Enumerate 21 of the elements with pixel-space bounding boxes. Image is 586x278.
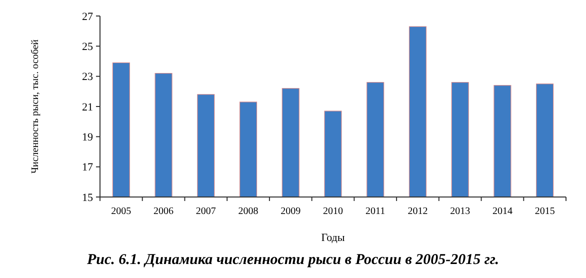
x-tick-label: 2014 (492, 206, 512, 217)
x-tick-label: 2013 (450, 206, 470, 217)
x-tick-label: 2011 (366, 206, 386, 217)
x-tick-label: 2010 (323, 206, 343, 217)
y-tick-label: 19 (82, 132, 94, 144)
x-tick-label: 2015 (534, 206, 555, 217)
y-tick-label: 25 (82, 41, 94, 54)
y-tick-label: 21 (82, 101, 93, 114)
x-tick-label: 2012 (408, 206, 428, 217)
x-axis-title: Годы (321, 232, 346, 244)
y-tick-label: 15 (82, 192, 94, 204)
x-tick-label: 2009 (280, 206, 301, 217)
x-tick-label: 2007 (196, 206, 216, 217)
y-tick-label: 23 (82, 71, 94, 84)
y-tick-label: 27 (82, 10, 94, 23)
y-tick-label: 17 (82, 162, 94, 174)
x-tick-label: 2006 (154, 206, 174, 217)
x-tick-label: 2005 (111, 206, 132, 217)
x-tick-label: 2008 (238, 206, 258, 217)
y-axis-title: Численность рыси, тыс. особей (30, 38, 41, 174)
text: Рис. 6.1. Динамика численности рыси в России в 2005-2015 гг. (86, 252, 500, 268)
